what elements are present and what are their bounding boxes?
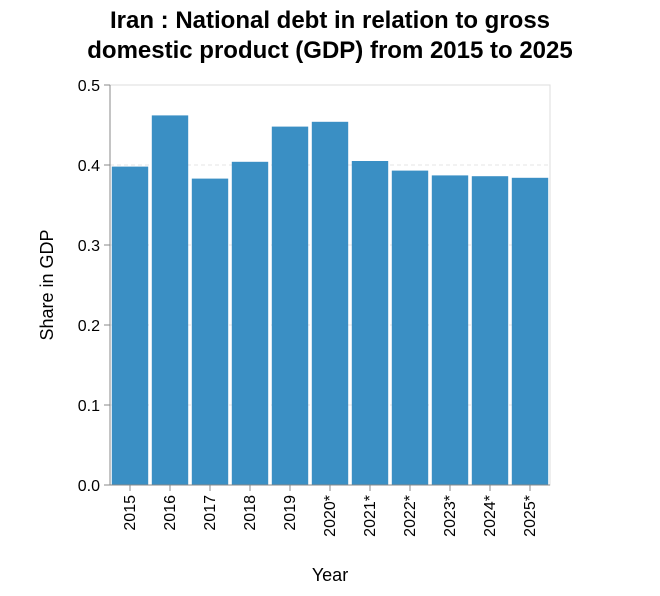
x-tick-label: 2019 bbox=[282, 495, 299, 531]
y-tick-label: 0.4 bbox=[78, 158, 100, 175]
y-tick-label: 0.5 bbox=[78, 78, 100, 95]
chart-title-line-2: domestic product (GDP) from 2015 to 2025 bbox=[87, 37, 573, 64]
y-tick-label: 0.0 bbox=[78, 478, 100, 495]
bars bbox=[111, 115, 549, 486]
bar bbox=[151, 115, 189, 486]
x-tick-label: 2021* bbox=[362, 495, 379, 537]
x-tick-label: 2016 bbox=[162, 495, 179, 531]
x-axis-title: Year bbox=[312, 565, 348, 585]
bar bbox=[351, 161, 389, 485]
bar bbox=[271, 126, 309, 485]
x-tick-label: 2023* bbox=[442, 495, 459, 537]
y-tick-label: 0.1 bbox=[78, 398, 100, 415]
bar bbox=[471, 176, 509, 485]
y-axis-title: Share in GDP bbox=[37, 229, 57, 340]
y-axis-ticks: 0.0 0.1 0.2 0.3 0.4 0.5 bbox=[78, 78, 110, 495]
chart-title-line-1: Iran : National debt in relation to gros… bbox=[109, 7, 551, 34]
bar bbox=[431, 175, 469, 485]
bar bbox=[191, 178, 229, 485]
x-tick-label: 2018 bbox=[242, 495, 259, 531]
x-tick-label: 2025* bbox=[522, 495, 539, 537]
x-tick-label: 2017 bbox=[202, 495, 219, 531]
y-tick-label: 0.3 bbox=[78, 238, 100, 255]
x-axis-ticks: 2015 2016 2017 2018 2019 2020* 2021* 2022* 2023*… bbox=[122, 485, 539, 537]
x-tick-label: 2015 bbox=[122, 495, 139, 531]
bar bbox=[391, 170, 429, 485]
x-tick-label: 2020* bbox=[322, 495, 339, 537]
bar bbox=[231, 161, 269, 486]
y-tick-label: 0.2 bbox=[78, 318, 100, 335]
chart-title: Iran : National debt in relation to gros… bbox=[0, 6, 660, 66]
x-tick-label: 2024* bbox=[482, 495, 499, 537]
x-tick-label: 2022* bbox=[402, 495, 419, 537]
bar bbox=[311, 121, 349, 486]
bar bbox=[511, 177, 549, 486]
bar bbox=[111, 166, 149, 485]
